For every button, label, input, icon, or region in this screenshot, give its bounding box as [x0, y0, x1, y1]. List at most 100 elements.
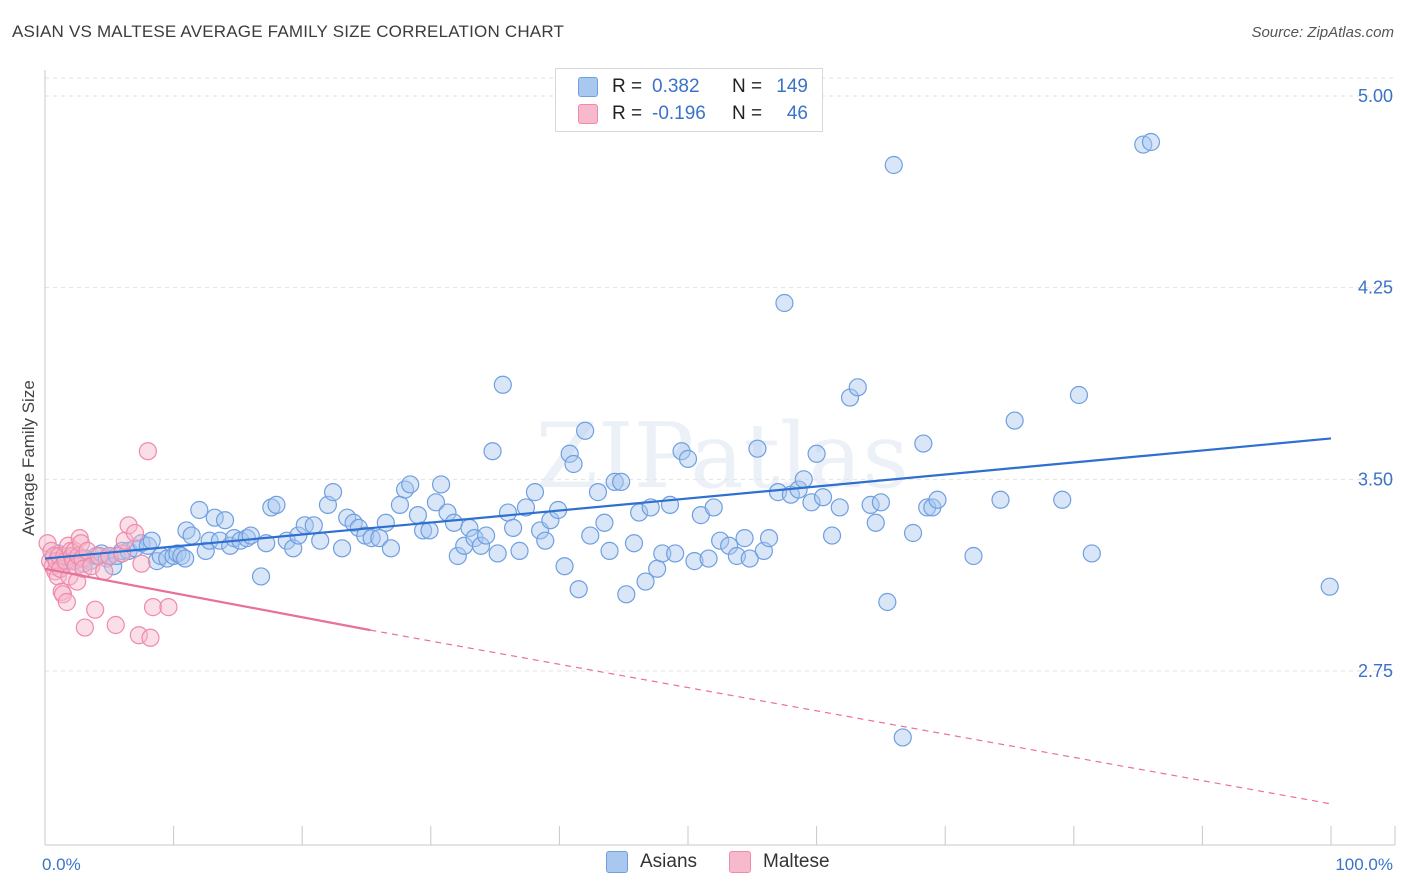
asians-point [196, 541, 215, 560]
maltese-point [95, 562, 114, 581]
asians-point [344, 513, 363, 532]
asians-point [848, 378, 867, 397]
asians-point [884, 155, 903, 175]
asians-point [401, 475, 420, 494]
asians-point [420, 521, 439, 540]
n-value: 46 [786, 103, 808, 124]
n-label: N = [732, 76, 763, 97]
asians-point [431, 475, 451, 494]
r-value: -0.196 [652, 103, 706, 124]
chart-title: ASIAN VS MALTESE AVERAGE FAMILY SIZE COR… [12, 22, 565, 41]
asians-point [1053, 490, 1072, 509]
asians-point [200, 531, 219, 550]
maltese-point [106, 615, 125, 635]
asians-point [735, 529, 754, 548]
asians-point [794, 470, 813, 489]
y-tick-label: 5.00 [1358, 86, 1393, 106]
asians-point [807, 444, 826, 463]
asians-point [748, 439, 767, 458]
asians-point [903, 523, 923, 543]
source-label: Source: ZipAtlas.com [1251, 24, 1394, 41]
asians-point [408, 506, 428, 525]
maltese-legend-label: Maltese [763, 851, 830, 872]
asians-point [176, 549, 195, 568]
asians-point [1069, 385, 1089, 405]
asians-point [555, 557, 574, 576]
asians-point [504, 518, 523, 537]
asians-point [426, 493, 446, 512]
asians-point [483, 442, 502, 461]
asians-point [576, 421, 595, 440]
asians-swatch [578, 77, 598, 97]
asians-point [560, 444, 579, 463]
asians-point [653, 544, 672, 563]
maltese-point [138, 442, 157, 461]
watermark: ZIPatlas [535, 404, 908, 509]
asians-point [871, 493, 891, 512]
asians-point [323, 483, 343, 502]
asians-point [267, 495, 286, 514]
asians-point [720, 536, 739, 555]
legend-item-asians[interactable]: Asians [606, 851, 697, 873]
correlation-legend: R = 0.382 N = 149 R = -0.196 N = 46 [555, 68, 823, 132]
asians-point [830, 498, 849, 517]
asians-point [699, 549, 718, 568]
asians-point [488, 544, 507, 563]
maltese-point [125, 523, 145, 543]
asians-point [376, 513, 395, 532]
n-label: N = [732, 103, 763, 124]
asians-point [262, 498, 281, 517]
asians-legend-label: Asians [640, 851, 698, 872]
x-tick-label-min: 0.0% [42, 855, 81, 874]
asians-point [595, 513, 614, 532]
asians-point [448, 546, 467, 566]
asians-point [251, 567, 271, 586]
asians-point [476, 526, 496, 545]
maltese-trend-extension [370, 629, 1332, 805]
asians-point [636, 572, 655, 591]
asians-point [498, 503, 518, 522]
asians-point [612, 472, 631, 491]
asians-point [964, 546, 983, 566]
r-label: R = [612, 103, 643, 124]
asians-point [775, 293, 794, 313]
asians-point [878, 592, 897, 612]
maltese-point [141, 628, 160, 647]
maltese-point [115, 531, 134, 550]
legend-row-maltese: R = -0.196 N = 46 [578, 102, 808, 126]
asians-point [740, 549, 759, 568]
asians-point [493, 375, 512, 394]
legend-item-maltese[interactable]: Maltese [729, 851, 830, 873]
asians-point [928, 490, 947, 509]
asians-point [759, 529, 779, 548]
asians-point [1005, 411, 1024, 430]
asians-point [190, 500, 209, 520]
asians-point [311, 531, 330, 550]
maltese-point [143, 598, 163, 617]
maltese-point [159, 598, 178, 617]
asians-point [536, 531, 555, 550]
asians-point [564, 454, 583, 474]
asians-point [569, 580, 588, 599]
asians-point [685, 552, 704, 571]
asians-point [802, 493, 821, 512]
asians-point [381, 539, 401, 558]
asians-point [471, 536, 491, 555]
asians-point [1320, 577, 1339, 596]
asians-point [304, 516, 323, 535]
asians-point [525, 483, 545, 502]
maltese-trend-line [44, 567, 371, 632]
asians-point [617, 585, 636, 604]
asians-point [866, 513, 885, 532]
maltese-point [75, 618, 94, 637]
asians-point [104, 557, 123, 576]
asians-point [332, 539, 352, 558]
y-tick-label: 3.50 [1358, 469, 1393, 489]
maltese-point [129, 626, 148, 645]
r-value: 0.382 [652, 76, 700, 97]
asians-point [142, 531, 161, 550]
asians-point [600, 541, 619, 560]
asians-legend-swatch [606, 851, 628, 873]
x-tick-label-max: 100.0% [1335, 855, 1393, 874]
